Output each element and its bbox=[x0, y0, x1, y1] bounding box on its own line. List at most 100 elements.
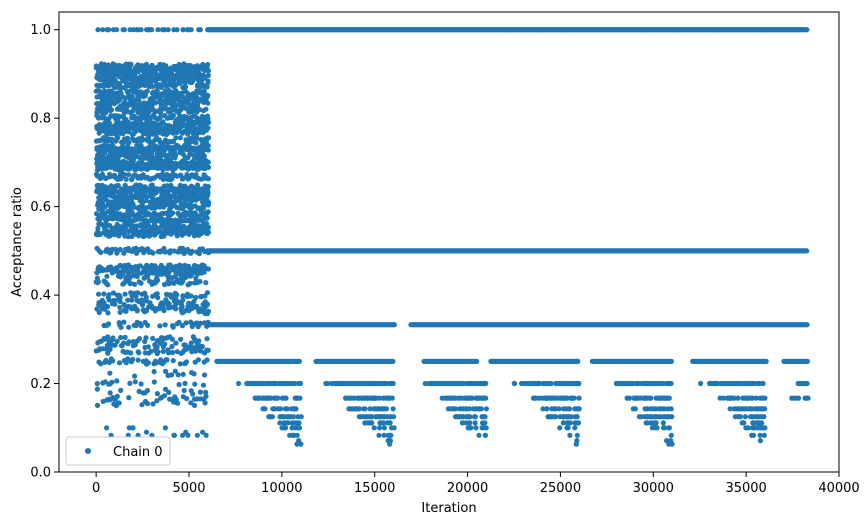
data-point bbox=[169, 336, 175, 342]
data-point bbox=[158, 114, 164, 120]
data-point bbox=[188, 293, 194, 299]
data-point bbox=[149, 151, 155, 157]
data-point bbox=[126, 395, 132, 401]
data-point bbox=[204, 215, 210, 221]
data-point bbox=[173, 340, 179, 346]
data-point bbox=[205, 72, 211, 78]
data-point bbox=[188, 229, 194, 235]
data-point bbox=[117, 246, 123, 253]
data-point bbox=[111, 205, 117, 211]
data-point bbox=[167, 396, 173, 402]
data-point bbox=[173, 152, 179, 158]
data-point bbox=[204, 336, 210, 342]
data-point bbox=[105, 65, 111, 71]
data-point bbox=[101, 291, 107, 297]
data-point bbox=[191, 233, 197, 239]
data-point bbox=[180, 206, 186, 212]
data-point bbox=[136, 336, 143, 342]
data-point bbox=[125, 341, 131, 347]
data-point bbox=[136, 350, 142, 356]
data-point bbox=[115, 135, 121, 141]
data-point bbox=[123, 360, 129, 366]
data-point bbox=[114, 378, 120, 384]
data-point bbox=[122, 291, 128, 297]
data-point bbox=[110, 290, 117, 296]
data-point bbox=[115, 182, 121, 189]
data-point bbox=[117, 81, 123, 87]
data-point bbox=[95, 27, 101, 33]
data-point bbox=[166, 389, 172, 395]
data-point bbox=[188, 27, 194, 33]
data-point bbox=[195, 357, 201, 363]
data-point bbox=[124, 135, 131, 141]
data-point bbox=[116, 400, 122, 406]
data-point bbox=[94, 167, 101, 173]
data-point bbox=[205, 164, 212, 170]
data-point bbox=[203, 393, 209, 399]
data-point bbox=[166, 350, 172, 356]
data-point bbox=[143, 429, 150, 435]
data-point bbox=[180, 371, 186, 377]
data-point bbox=[114, 338, 120, 344]
data-point bbox=[188, 319, 194, 325]
data-point bbox=[163, 202, 169, 208]
data-point bbox=[176, 381, 182, 388]
data-point bbox=[177, 361, 183, 367]
data-point bbox=[205, 202, 211, 208]
data-point bbox=[188, 273, 194, 279]
data-point bbox=[145, 322, 151, 328]
data-point bbox=[168, 372, 175, 378]
data-point bbox=[128, 350, 134, 356]
data-point bbox=[154, 277, 161, 283]
data-point bbox=[135, 290, 141, 296]
data-point bbox=[108, 107, 115, 113]
data-point bbox=[110, 335, 116, 341]
data-point bbox=[170, 358, 176, 364]
data-point bbox=[129, 94, 135, 100]
data-point bbox=[172, 368, 178, 374]
data-point bbox=[171, 248, 177, 254]
data-point bbox=[197, 27, 203, 33]
data-point bbox=[186, 175, 192, 181]
data-point bbox=[138, 280, 144, 286]
data-point bbox=[188, 400, 194, 406]
data-point bbox=[170, 138, 177, 144]
data-point bbox=[176, 319, 182, 325]
data-point bbox=[391, 322, 397, 328]
data-point bbox=[121, 171, 127, 177]
data-point bbox=[204, 127, 210, 133]
data-point bbox=[111, 190, 117, 196]
data-point bbox=[142, 92, 149, 99]
data-point bbox=[96, 309, 102, 316]
data-point bbox=[111, 127, 117, 133]
data-point bbox=[202, 372, 208, 378]
data-point bbox=[140, 302, 146, 308]
data-point bbox=[143, 307, 150, 313]
data-point bbox=[196, 250, 202, 257]
data-point bbox=[191, 402, 198, 408]
data-point bbox=[804, 248, 810, 254]
data-point bbox=[105, 334, 111, 340]
data-point bbox=[177, 135, 183, 141]
data-point bbox=[102, 306, 108, 312]
data-point bbox=[155, 27, 161, 33]
data-point bbox=[204, 94, 210, 100]
data-point bbox=[183, 320, 189, 326]
data-point bbox=[205, 119, 212, 125]
data-point bbox=[121, 319, 127, 325]
data-point bbox=[175, 127, 181, 133]
data-point bbox=[138, 381, 144, 387]
data-point bbox=[180, 27, 186, 33]
data-point bbox=[135, 357, 141, 363]
data-point bbox=[197, 278, 203, 285]
data-point bbox=[97, 231, 103, 237]
data-point bbox=[193, 275, 199, 281]
data-point bbox=[179, 323, 185, 329]
data-point bbox=[154, 360, 160, 366]
data-point bbox=[201, 306, 207, 312]
data-point bbox=[150, 250, 156, 256]
data-point bbox=[163, 368, 169, 374]
data-point bbox=[128, 280, 134, 286]
data-point bbox=[154, 391, 160, 397]
data-point bbox=[95, 340, 101, 346]
